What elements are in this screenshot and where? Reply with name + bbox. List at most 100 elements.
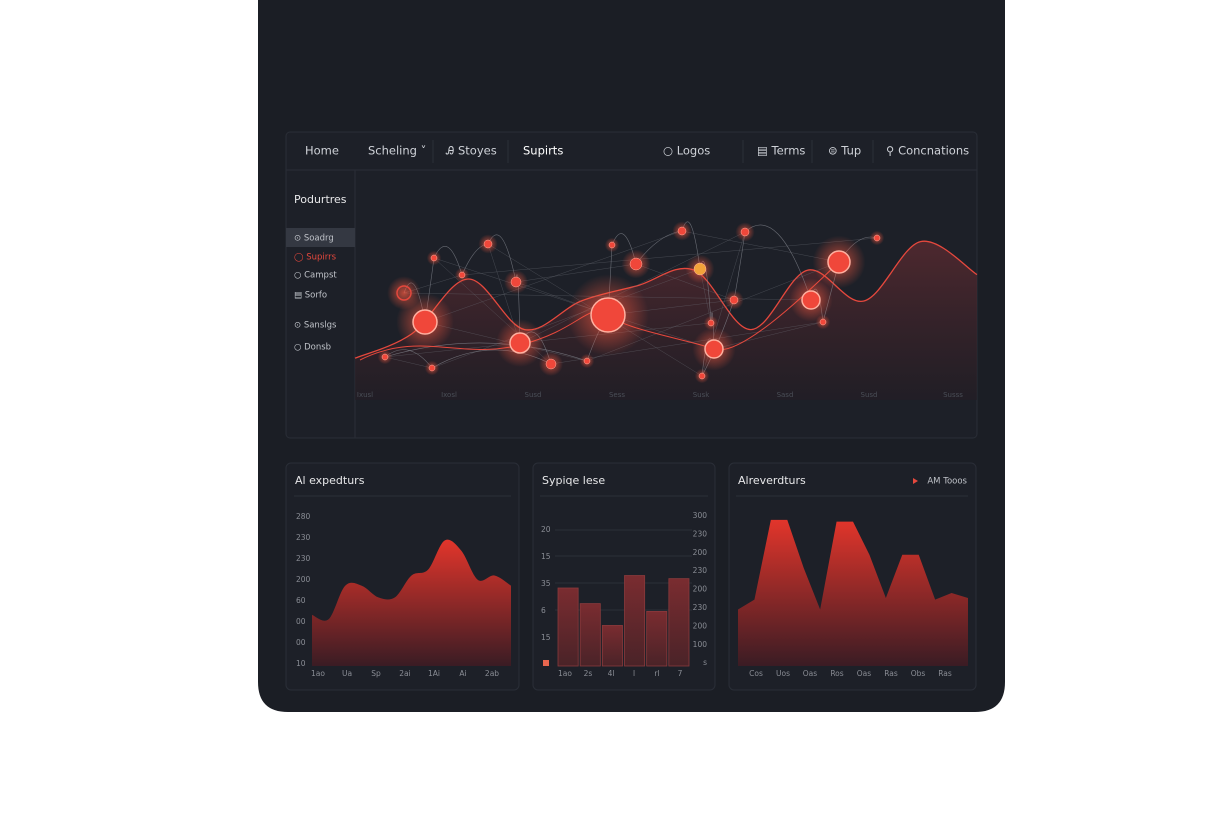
y-tick-label: 6 bbox=[541, 606, 546, 615]
bar bbox=[579, 603, 601, 667]
x-tick-label: rl bbox=[654, 669, 659, 678]
network-link bbox=[431, 268, 701, 369]
card-title: Alreverdturs bbox=[738, 474, 806, 487]
y-tick-label: 200 bbox=[693, 548, 708, 557]
y-tick-label: 100 bbox=[693, 640, 708, 649]
network-link bbox=[384, 356, 433, 369]
y-tick-label: 200 bbox=[693, 621, 708, 630]
x-tick-label: Ras bbox=[884, 669, 898, 678]
x-tick-label: 2ab bbox=[485, 669, 499, 678]
network-link bbox=[681, 230, 840, 263]
node bbox=[428, 364, 436, 372]
x-tick-label: Ixosl bbox=[441, 391, 457, 399]
node bbox=[740, 227, 750, 237]
bar bbox=[624, 575, 646, 667]
nav-item[interactable]: Scheling ˅ bbox=[368, 144, 426, 158]
node bbox=[704, 339, 724, 359]
x-tick-label: Ua bbox=[342, 669, 352, 678]
y-tick-label: 230 bbox=[693, 566, 708, 575]
node bbox=[381, 353, 389, 361]
node bbox=[483, 239, 493, 249]
node bbox=[827, 250, 851, 274]
area-fill bbox=[738, 519, 968, 666]
node bbox=[458, 271, 466, 279]
node bbox=[430, 254, 438, 262]
nav-item[interactable]: Home bbox=[305, 144, 339, 158]
x-tick-label: Susss bbox=[943, 391, 963, 399]
y-tick-label: 10 bbox=[296, 659, 306, 668]
y-tick-label: 60 bbox=[296, 596, 306, 605]
y-tick-label: 280 bbox=[296, 512, 311, 521]
nav-item[interactable]: ⊜ Tup bbox=[828, 144, 861, 158]
node bbox=[545, 358, 557, 370]
network-link bbox=[550, 321, 824, 365]
node bbox=[412, 309, 438, 335]
nav-item[interactable]: ⚲ Concnations bbox=[886, 144, 969, 158]
x-tick-label: Sasd bbox=[777, 391, 794, 399]
node bbox=[677, 226, 687, 236]
x-tick-label: 7 bbox=[678, 669, 683, 678]
y-tick-label: 15 bbox=[541, 633, 551, 642]
y-tick-label: 300 bbox=[693, 511, 708, 520]
nav-item[interactable]: ○ Logos bbox=[663, 144, 710, 158]
card-title: Sypiqe lese bbox=[542, 474, 605, 487]
legend-marker bbox=[913, 478, 918, 484]
network-link bbox=[461, 237, 878, 276]
nav-item[interactable]: Supirts bbox=[523, 144, 563, 158]
x-tick-label: 2s bbox=[584, 669, 593, 678]
node bbox=[396, 285, 412, 301]
x-tick-label: Ai bbox=[459, 669, 466, 678]
network-link bbox=[384, 342, 588, 362]
node bbox=[510, 276, 522, 288]
y-tick-label: 230 bbox=[296, 554, 311, 563]
node bbox=[801, 290, 821, 310]
bar bbox=[646, 611, 668, 667]
node bbox=[583, 357, 591, 365]
x-tick-label: Oas bbox=[803, 669, 817, 678]
sidebar-item[interactable]: ○ Campst bbox=[294, 271, 337, 281]
nav-item[interactable]: ▤ Terms bbox=[757, 144, 805, 158]
x-tick-label: Sess bbox=[609, 391, 625, 399]
y-tick-label: 200 bbox=[693, 585, 708, 594]
sidebar-item[interactable]: ⊙ Sanslgs bbox=[294, 321, 337, 331]
y-tick-label: 20 bbox=[541, 525, 551, 534]
sidebar-item[interactable]: ▤ Sorfo bbox=[294, 291, 327, 301]
y-tick-label: 230 bbox=[296, 533, 311, 542]
sidebar-item[interactable]: ⊙ Soadrg bbox=[294, 234, 334, 244]
sidebar-item[interactable]: ○ Donsb bbox=[294, 343, 331, 353]
sidebar-title: Podurtres bbox=[294, 193, 347, 206]
bar bbox=[557, 587, 579, 667]
nav-item[interactable]: Ꭿ Stoyes bbox=[445, 144, 497, 158]
node bbox=[873, 234, 881, 242]
node bbox=[629, 257, 643, 271]
network-link bbox=[515, 263, 637, 283]
x-tick-label: Susk bbox=[693, 391, 711, 399]
y-tick-label: 230 bbox=[693, 603, 708, 612]
x-tick-label: 2ai bbox=[399, 669, 410, 678]
node bbox=[608, 241, 616, 249]
y-tick-label: 00 bbox=[296, 617, 306, 626]
node bbox=[729, 295, 739, 305]
x-tick-label: Susd bbox=[525, 391, 542, 399]
x-tick-label: 1ao bbox=[311, 669, 325, 678]
card-title: Al expedturs bbox=[295, 474, 365, 487]
x-tick-label: 1Ai bbox=[428, 669, 440, 678]
x-tick-label: Ros bbox=[830, 669, 843, 678]
x-tick-label: 1ao bbox=[558, 669, 572, 678]
y-tick-label: s bbox=[703, 658, 707, 667]
x-tick-label: Uos bbox=[776, 669, 790, 678]
sidebar-item[interactable]: ◯ Supirrs bbox=[294, 253, 337, 263]
node bbox=[693, 262, 707, 276]
x-tick-label: Cos bbox=[749, 669, 763, 678]
network-link bbox=[424, 230, 683, 323]
y-tick-label: 00 bbox=[296, 638, 306, 647]
node bbox=[819, 318, 827, 326]
bar bbox=[668, 578, 690, 667]
x-tick-label: Ras bbox=[938, 669, 952, 678]
y-tick-label: 230 bbox=[693, 529, 708, 538]
y-tick-label: 15 bbox=[541, 552, 551, 561]
network-link bbox=[635, 263, 735, 301]
node bbox=[707, 319, 715, 327]
